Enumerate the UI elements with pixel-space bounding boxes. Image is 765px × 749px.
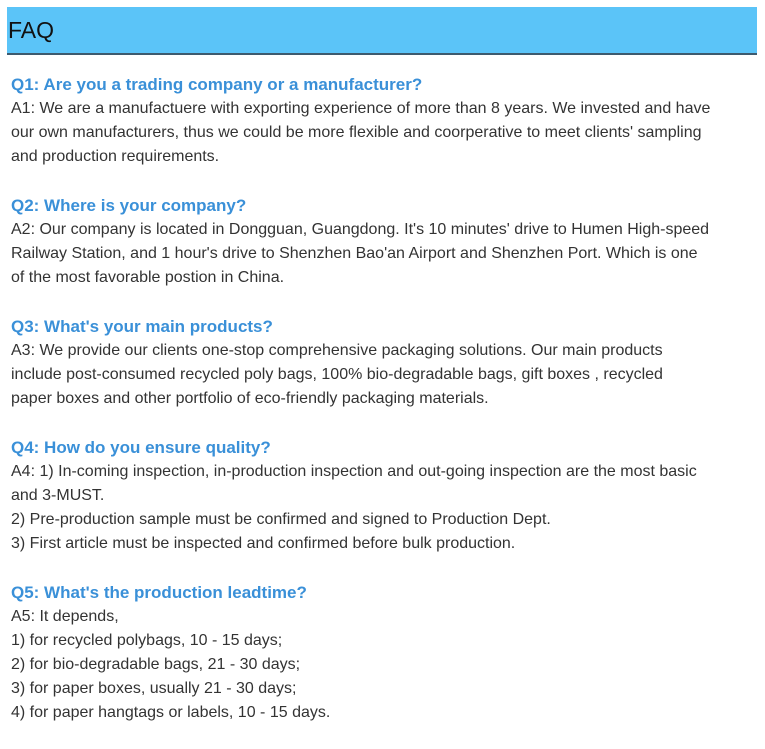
answer-line: and production requirements.: [11, 148, 220, 165]
faq-item: Q2: Where is your company? A2: Our compan…: [11, 193, 761, 290]
answer-line: A1: We are a manufactuere with exporting…: [11, 100, 711, 117]
faq-title: FAQ: [8, 17, 55, 43]
faq-question: Q4: How do you ensure quality?: [11, 438, 271, 457]
faq-answer: A4: 1) In-coming inspection, in-producti…: [11, 460, 761, 556]
faq-answer: A5: It depends, 1) for recycled polybags,…: [11, 605, 761, 725]
faq-answer: A3: We provide our clients one-stop comp…: [11, 339, 761, 411]
faq-item: Q3: What's your main products? A3: We pro…: [11, 314, 761, 411]
answer-line: Railway Station, and 1 hour's drive to S…: [11, 245, 698, 262]
answer-line: A3: We provide our clients one-stop comp…: [11, 342, 663, 359]
answer-line: 1) for recycled polybags, 10 - 15 days;: [11, 632, 283, 649]
faq-question: Q2: Where is your company?: [11, 196, 247, 215]
faq-question: Q5: What's the production leadtime?: [11, 583, 307, 602]
faq-list: Q1: Are you a trading company or a manuf…: [11, 72, 761, 749]
answer-line: include post-consumed recycled poly bags…: [11, 366, 663, 383]
answer-line: 2) Pre-production sample must be confirm…: [11, 511, 551, 528]
faq-question: Q3: What's your main products?: [11, 317, 273, 336]
faq-question: Q1: Are you a trading company or a manuf…: [11, 75, 423, 94]
faq-answer: A2: Our company is located in Dongguan, …: [11, 218, 761, 290]
answer-line: A4: 1) In-coming inspection, in-producti…: [11, 463, 697, 480]
answer-line: A2: Our company is located in Dongguan, …: [11, 221, 710, 238]
faq-item: Q4: How do you ensure quality? A4: 1) In-…: [11, 435, 761, 556]
answer-line: and 3-MUST.: [11, 487, 105, 504]
answer-line: 4) for paper hangtags or labels, 10 - 15…: [11, 704, 331, 721]
answer-line: of the most favorable postion in China.: [11, 269, 285, 286]
answer-line: 3) First article must be inspected and c…: [11, 535, 516, 552]
faq-answer: A1: We are a manufactuere with exporting…: [11, 97, 761, 169]
faq-item: Q1: Are you a trading company or a manuf…: [11, 72, 761, 169]
answer-line: paper boxes and other portfolio of eco-f…: [11, 390, 489, 407]
answer-line: our own manufacturers, thus we could be …: [11, 124, 702, 141]
faq-header: FAQ: [7, 7, 757, 55]
answer-line: 3) for paper boxes, usually 21 - 30 days…: [11, 680, 297, 697]
answer-line: A5: It depends,: [11, 608, 119, 625]
faq-item: Q5: What's the production leadtime? A5: I…: [11, 580, 761, 725]
answer-line: 2) for bio-degradable bags, 21 - 30 days…: [11, 656, 301, 673]
